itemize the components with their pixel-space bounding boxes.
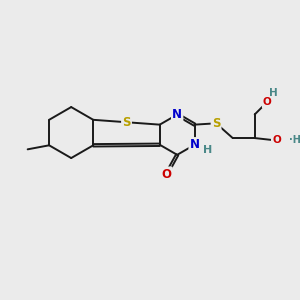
- Text: S: S: [122, 116, 131, 129]
- Text: O: O: [273, 135, 282, 145]
- Text: O: O: [161, 168, 172, 181]
- Text: H: H: [203, 145, 212, 154]
- Text: S: S: [212, 117, 220, 130]
- Text: N: N: [190, 138, 200, 151]
- Text: ·H: ·H: [289, 135, 300, 145]
- Text: N: N: [172, 108, 182, 121]
- Text: O: O: [263, 98, 272, 107]
- Text: H: H: [269, 88, 278, 98]
